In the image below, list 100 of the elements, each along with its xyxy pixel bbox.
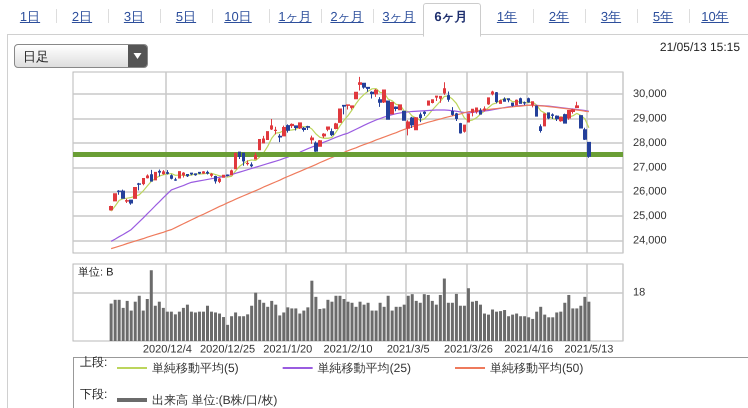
bar: [186, 304, 189, 341]
candlestick: [495, 91, 498, 104]
bar: [474, 300, 478, 341]
y-tick-label: 29,000: [633, 112, 667, 125]
candlestick: [362, 82, 366, 90]
candlestick: [459, 122, 462, 134]
candlestick: [322, 132, 326, 139]
candlestick: [370, 90, 374, 100]
candlestick: [330, 128, 334, 137]
bar: [238, 316, 242, 341]
candlestick: [410, 116, 414, 129]
bar: [198, 312, 201, 341]
candlestick: [378, 96, 382, 108]
bar: [358, 302, 362, 341]
bar: [422, 294, 426, 341]
candlestick: [575, 101, 579, 109]
candlestick: [414, 116, 418, 130]
candlestick: [338, 108, 342, 123]
bar: [218, 314, 222, 341]
bar: [398, 306, 402, 341]
bar: [338, 296, 342, 341]
candlestick: [531, 100, 534, 108]
candlestick: [390, 101, 394, 114]
candlestick: [109, 205, 113, 212]
bar: [454, 294, 458, 341]
candlestick: [129, 199, 133, 206]
y-tick-label: 26,000: [633, 186, 667, 198]
bar: [174, 314, 177, 341]
candlestick: [226, 174, 229, 177]
candlestick: [154, 172, 157, 181]
candlestick: [178, 171, 181, 179]
candlestick: [374, 88, 378, 98]
candlestick: [439, 96, 442, 104]
candlestick: [535, 104, 538, 117]
candlestick: [382, 90, 386, 104]
legend-label: 単純移動平均(5): [152, 361, 239, 375]
candlestick: [523, 100, 526, 106]
text: 10年: [701, 8, 729, 26]
x-tick-label: 2021/3/5: [386, 344, 430, 356]
text: 2日: [72, 8, 92, 26]
candlestick: [182, 172, 185, 178]
y-tick-label: 25,000: [633, 210, 667, 222]
candlestick: [125, 198, 129, 204]
candlestick: [318, 139, 322, 148]
candlestick: [519, 97, 522, 104]
candlestick: [306, 125, 310, 130]
candlestick: [567, 110, 571, 120]
bar: [539, 306, 542, 341]
bar: [342, 299, 346, 341]
bar: [478, 304, 482, 341]
bar: [378, 302, 382, 341]
text: 3年: [600, 8, 622, 26]
candlestick: [290, 122, 294, 129]
text: 10日: [224, 8, 252, 26]
candlestick: [133, 186, 137, 200]
bar: [274, 304, 278, 341]
bar: [294, 308, 298, 341]
legend-title: 上段:: [80, 355, 108, 369]
candlestick: [286, 124, 290, 134]
candlestick: [202, 170, 205, 174]
candlestick: [587, 142, 591, 158]
x-tick-label: 2021/4/16: [504, 344, 554, 356]
bar: [182, 308, 185, 341]
x-tick-label: 2020/12/4: [142, 344, 192, 356]
candlestick: [398, 104, 402, 110]
candlestick: [266, 131, 269, 140]
candlestick: [314, 140, 318, 152]
bar: [270, 300, 274, 341]
candlestick: [539, 124, 542, 134]
bar: [170, 312, 173, 341]
bar: [346, 302, 350, 341]
candlestick: [354, 91, 358, 100]
candlestick: [210, 172, 213, 178]
candlestick: [406, 120, 410, 136]
y-tick-label: 30,000: [633, 88, 667, 100]
candlestick: [246, 160, 249, 166]
candlestick: [358, 76, 362, 92]
bar: [527, 317, 530, 341]
y-tick-label: 28,000: [633, 136, 667, 149]
candlestick: [483, 106, 486, 112]
legend-label: 出来高 単位:(B株/口/枚): [152, 393, 278, 407]
text: 5年: [652, 8, 674, 26]
candlestick: [113, 193, 117, 202]
candlestick: [366, 86, 370, 92]
candlestick: [563, 113, 567, 124]
candlestick: [423, 110, 426, 116]
candlestick: [350, 104, 354, 110]
bar: [178, 312, 181, 341]
candlestick: [326, 126, 330, 132]
bar: [334, 296, 338, 341]
candlestick: [419, 112, 422, 123]
candlestick: [342, 104, 346, 115]
text: 3ヶ月: [382, 8, 416, 26]
bar: [555, 312, 558, 341]
candlestick: [170, 174, 173, 180]
bar: [567, 294, 570, 341]
bar: [302, 310, 306, 341]
x-tick-label: 2020/12/25: [200, 344, 256, 356]
bar: [110, 304, 113, 341]
candlestick: [555, 114, 559, 122]
